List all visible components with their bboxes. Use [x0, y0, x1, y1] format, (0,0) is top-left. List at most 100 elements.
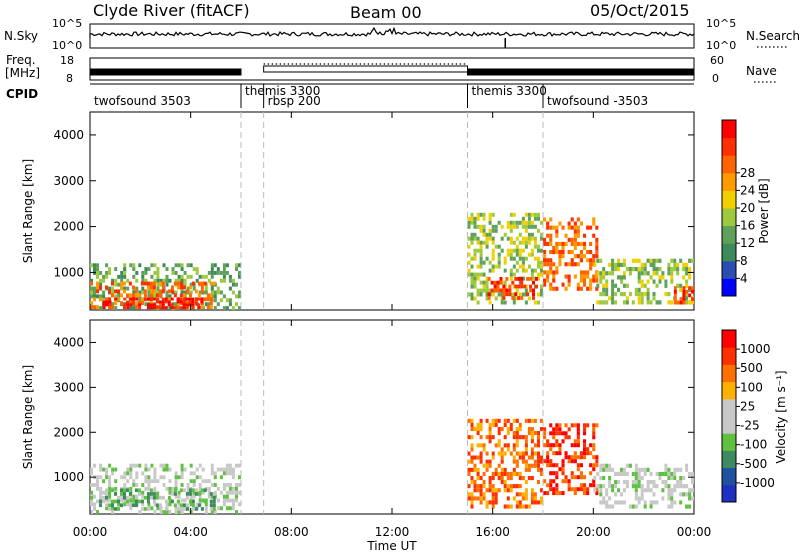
heatmap-cell: [540, 496, 543, 501]
heatmap-cell: [128, 281, 132, 286]
heatmap-cell: [533, 240, 537, 245]
heatmap-cell: [649, 504, 653, 509]
heatmap-cell: [485, 488, 489, 493]
heatmap-cell: [189, 494, 193, 499]
heatmap-cell: [210, 510, 214, 514]
heatmap-cell: [499, 277, 503, 281]
heatmap-cell: [496, 284, 500, 289]
colorbar-segment: [722, 484, 736, 503]
heatmap-cell: [637, 500, 641, 505]
heatmap-cell: [617, 471, 620, 476]
heatmap-cell: [527, 504, 531, 509]
heatmap-cell: [189, 510, 193, 514]
heatmap-cell: [576, 487, 580, 492]
heatmap-cell: [231, 502, 235, 507]
heatmap-cell: [176, 285, 180, 290]
heatmap-cell: [111, 286, 115, 291]
heatmap-cell: [570, 475, 574, 480]
heatmap-cell: [235, 302, 238, 307]
heatmap-cell: [524, 459, 528, 464]
heatmap-cell: [485, 240, 489, 245]
heatmap-cell: [174, 510, 178, 514]
heatmap-cell: [521, 268, 525, 273]
heatmap-cell: [688, 258, 692, 263]
heatmap-cell: [191, 306, 195, 310]
nsearch-label: N.Search: [746, 29, 800, 43]
heatmap-cell: [491, 418, 495, 423]
cpid-label: CPID: [6, 87, 38, 101]
heatmap-cell: [99, 486, 103, 491]
heatmap-cell: [192, 479, 196, 484]
heatmap-cell: [509, 212, 513, 217]
heatmap-cell: [530, 496, 534, 501]
heatmap-cell: [135, 471, 139, 476]
heatmap-cell: [228, 274, 232, 279]
heatmap-cell: [589, 278, 593, 283]
heatmap-cell: [494, 471, 498, 476]
heatmap-cell: [140, 281, 144, 286]
heatmap-cell: [558, 241, 562, 246]
heatmap-cell: [144, 486, 148, 491]
heatmap-cell: [165, 294, 169, 299]
heatmap-cell: [120, 274, 124, 279]
heatmap-cell: [506, 484, 510, 489]
heatmap-cell: [209, 503, 213, 508]
heatmap-cell: [579, 451, 583, 456]
heatmap-cell: [235, 294, 238, 299]
heatmap-cell: [679, 467, 683, 472]
heatmap-cell: [482, 272, 486, 277]
heatmap-cell: [228, 302, 232, 307]
heatmap-cell: [206, 305, 210, 310]
heatmap-cell: [147, 290, 151, 295]
heatmap-cell: [204, 290, 208, 295]
heatmap-cell: [99, 499, 102, 504]
heatmap-cell: [198, 494, 202, 499]
heatmap-cell: [222, 271, 226, 275]
heatmap-cell: [138, 290, 142, 295]
heatmap-cell: [238, 502, 241, 507]
heatmap-cell: [180, 483, 184, 487]
heatmap-cell: [586, 286, 590, 291]
heatmap-cell: [147, 294, 151, 299]
heatmap-cell: [147, 267, 151, 271]
heatmap-cell: [688, 504, 692, 509]
heatmap-cell: [567, 262, 571, 267]
heatmap-cell: [552, 443, 556, 448]
heatmap-cell: [518, 476, 522, 481]
heatmap-cell: [622, 300, 626, 305]
heatmap-cell: [197, 306, 201, 310]
heatmap-cell: [521, 492, 525, 497]
heatmap-cell: [573, 254, 577, 259]
heatmap-cell: [573, 475, 577, 480]
heatmap-cell: [108, 303, 112, 307]
heatmap-cell: [611, 287, 615, 292]
heatmap-cell: [150, 506, 154, 511]
heatmap-cell: [497, 418, 501, 423]
heatmap-cell: [573, 451, 577, 456]
heatmap-cell: [198, 498, 202, 503]
heatmap-cell: [543, 262, 547, 267]
heatmap-cell: [679, 283, 683, 288]
heatmap-cell: [537, 500, 540, 505]
heatmap-cell: [120, 488, 123, 493]
heatmap-cell: [524, 268, 528, 273]
heatmap-cell: [210, 463, 214, 468]
heatmap-cell: [502, 292, 506, 297]
heatmap-cell: [473, 232, 477, 237]
heatmap-cell: [620, 500, 623, 505]
heatmap-cell: [682, 275, 686, 280]
heatmap-cell: [174, 278, 178, 283]
heatmap-cell: [540, 248, 543, 253]
heatmap-cell: [617, 500, 620, 505]
heatmap-cell: [212, 495, 216, 500]
heatmap-cell: [491, 500, 495, 505]
heatmap-cell: [191, 281, 195, 286]
heatmap-cell: [161, 303, 165, 307]
heatmap-cell: [473, 488, 477, 493]
heatmap-cell: [518, 455, 522, 460]
heatmap-cell: [222, 498, 226, 503]
heatmap-cell: [589, 451, 593, 456]
heatmap-cell: [579, 254, 583, 259]
heatmap-cell: [93, 502, 96, 507]
heatmap-cell: [497, 439, 501, 444]
